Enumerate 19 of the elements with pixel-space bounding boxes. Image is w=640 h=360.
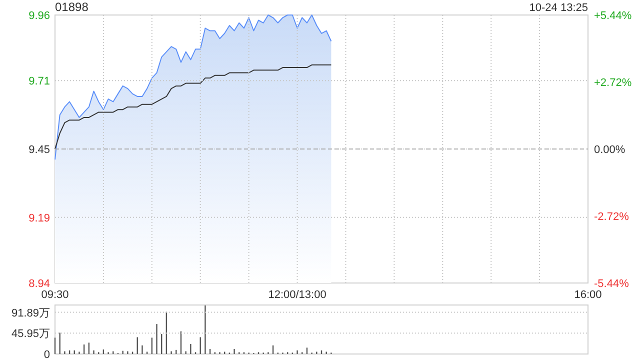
text: 10-24 13:25	[529, 2, 588, 14]
y2-tick-label: -2.72%	[594, 211, 630, 223]
y-tick-label: 9.96	[28, 10, 50, 22]
x-tick-label: 09:30	[41, 289, 69, 301]
y-tick-label: 91.89万	[11, 307, 50, 320]
y-tick-label: 0	[44, 349, 50, 360]
y-tick-label: 9.45	[28, 144, 50, 156]
y2-tick-label: -5.44%	[594, 278, 630, 290]
y-tick-label: 9.71	[28, 76, 50, 88]
line-series	[54, 64, 332, 150]
y-tick-label: 9.19	[28, 212, 50, 224]
y2-tick-label: 0.00%	[594, 144, 626, 156]
x-tick-label: 16:00	[574, 289, 602, 301]
y-tick-label: 45.95万	[11, 328, 50, 340]
chart-title: 01898	[55, 0, 89, 14]
y2-tick-label: +5.44%	[594, 10, 632, 22]
x-tick-label: 12:00/13:00	[268, 289, 326, 301]
y2-tick-label: +2.72%	[594, 77, 632, 89]
y-tick-label: 8.94	[28, 278, 50, 290]
